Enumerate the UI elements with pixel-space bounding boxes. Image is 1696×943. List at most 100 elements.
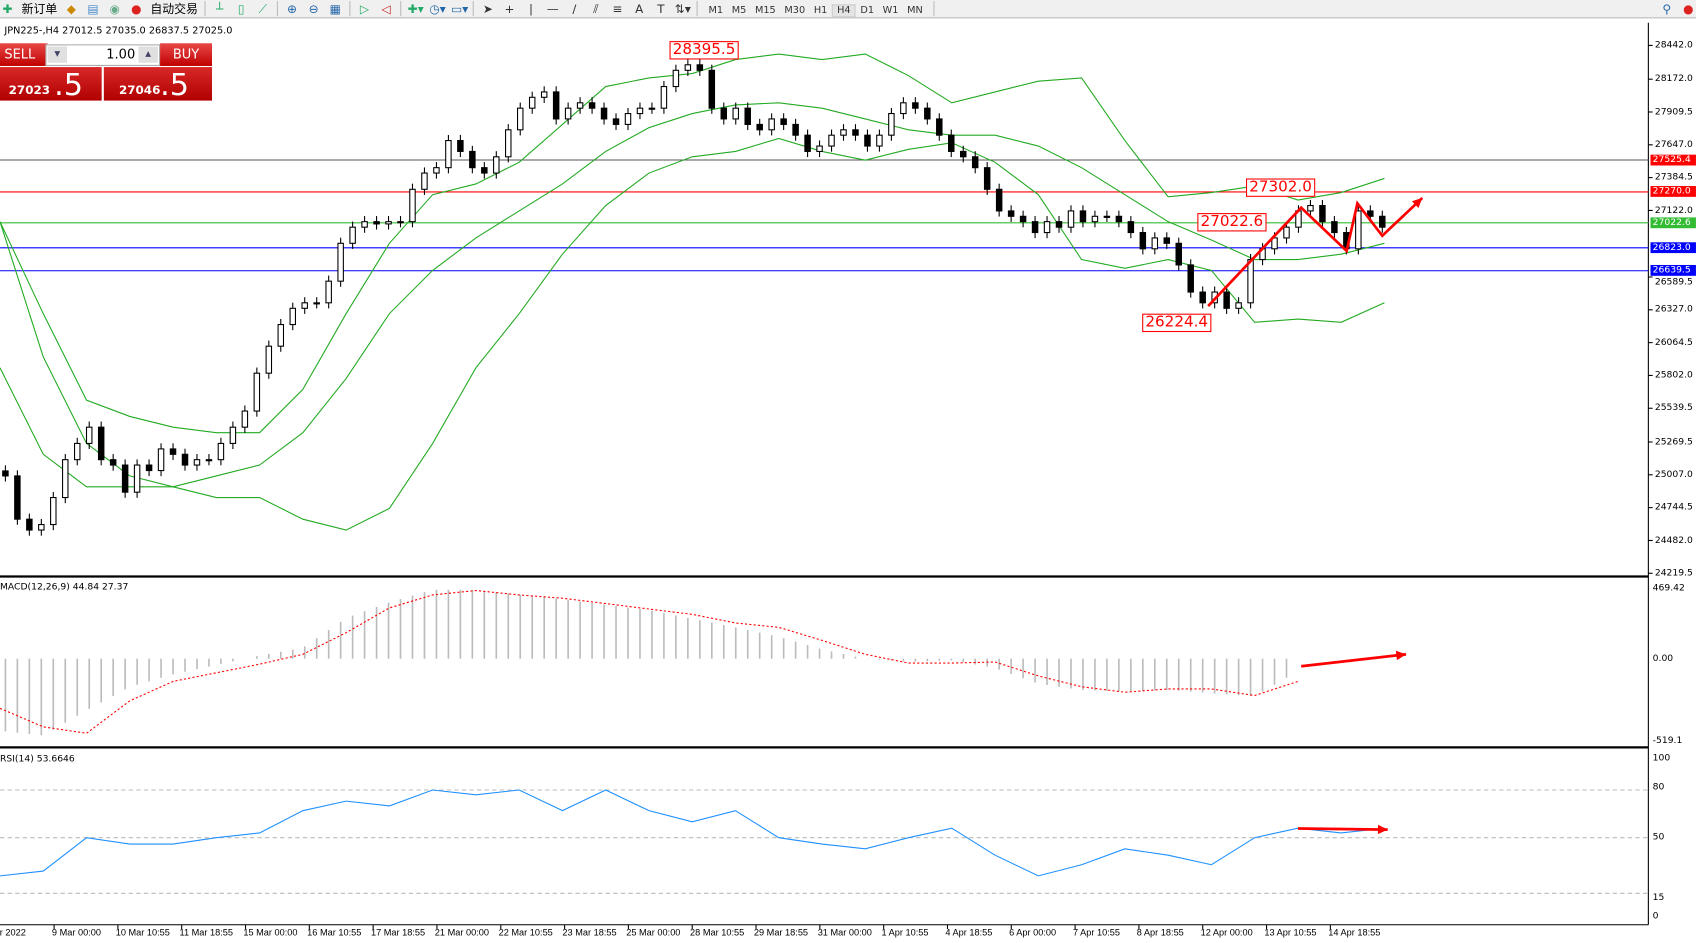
candle-bear <box>1175 242 1182 266</box>
timeframe-w1[interactable]: W1 <box>882 4 899 16</box>
macd-axis-label: 469.42 <box>1652 582 1685 594</box>
new-order-button[interactable]: 新订单 <box>21 2 58 17</box>
auto-trading-button[interactable]: 自动交易 <box>150 2 198 17</box>
price-line-label: 27270.0 <box>1650 186 1696 198</box>
candle-bull <box>840 129 847 136</box>
candle-bull <box>1247 259 1254 304</box>
buy-price[interactable]: 27046 .5 <box>103 67 212 103</box>
lot-input[interactable] <box>68 45 136 63</box>
candle-bear <box>1019 215 1027 223</box>
price-tick-label: 25802.0 <box>1654 370 1693 381</box>
candle-bear <box>97 426 105 461</box>
time-axis-label: 10 Mar 10:55 <box>115 926 170 938</box>
notification-icon[interactable]: ● <box>1683 1 1694 16</box>
time-axis-label: 13 Apr 10:55 <box>1264 926 1317 938</box>
fibonacci-icon[interactable]: ≡ <box>612 1 623 16</box>
price-line-label: 26823.0 <box>1650 242 1696 254</box>
navigator-icon[interactable]: ▤ <box>87 1 99 16</box>
lot-decrease-button[interactable]: ▼ <box>47 46 68 63</box>
candle-bear <box>1379 215 1386 228</box>
bar-chart-icon[interactable]: ┴ <box>215 1 224 16</box>
market-watch-icon[interactable]: ◆ <box>66 1 76 16</box>
lot-increase-button[interactable]: ▲ <box>138 46 158 63</box>
time-axis-label: 14 Apr 18:55 <box>1328 926 1381 938</box>
indicators-icon[interactable]: ✚▾ <box>407 1 424 16</box>
candle-bull <box>900 102 907 115</box>
annotation-level[interactable]: 27022.6 <box>1197 213 1267 232</box>
candle-bull <box>876 134 883 147</box>
annotation-resistance[interactable]: 27302.0 <box>1246 178 1316 197</box>
auto-trading-icon[interactable]: ● <box>131 1 142 16</box>
new-order-icon[interactable]: ✚ <box>2 1 13 16</box>
price-line-label: 26639.5 <box>1650 265 1696 277</box>
candle-bull <box>397 221 404 224</box>
timeframe-d1[interactable]: D1 <box>860 4 875 16</box>
sell-button[interactable]: SELL <box>0 43 48 66</box>
price-forecast-arrow <box>1207 196 1424 308</box>
candle-bull <box>768 118 775 131</box>
candle-bull <box>564 107 572 120</box>
timeframe-h4[interactable]: H4 <box>831 3 857 17</box>
text-icon[interactable]: A <box>635 1 644 16</box>
candle-bear <box>1115 215 1123 223</box>
time-axis-label: 11 Mar 18:55 <box>179 926 234 938</box>
annotation-low[interactable]: 26224.4 <box>1142 313 1212 333</box>
macd-forecast-arrow <box>1301 653 1407 668</box>
signal-icon[interactable]: ◉ <box>109 1 120 16</box>
candle-bull <box>648 107 656 110</box>
text-label-icon[interactable]: T <box>657 1 665 16</box>
macd-label: MACD(12,26,9) 44.84 27.37 <box>0 581 129 593</box>
candlestick-icon[interactable]: ▯ <box>237 1 245 16</box>
time-axis-label: 15 Mar 00:00 <box>243 926 298 938</box>
candle-bear <box>959 150 967 158</box>
rsi-axis-label: 100 <box>1652 752 1671 764</box>
timeframe-h1[interactable]: H1 <box>813 4 828 16</box>
tile-icon[interactable]: ▦ <box>329 1 341 16</box>
line-chart-icon[interactable]: ⟋ <box>258 1 267 16</box>
candle-bull <box>1235 302 1242 309</box>
separator <box>696 1 698 17</box>
rsi-axis-label: 80 <box>1652 781 1665 793</box>
annotation-high[interactable]: 28395.5 <box>669 41 739 60</box>
candle-bull <box>38 524 45 531</box>
vertical-line-icon[interactable]: | <box>529 1 534 16</box>
search-icon[interactable]: ⚲ <box>1662 1 1672 16</box>
zoom-in-icon[interactable]: ⊕ <box>287 1 298 16</box>
candle-bear <box>948 134 955 152</box>
timeframe-mn[interactable]: MN <box>907 4 923 16</box>
candle-bull <box>433 167 440 174</box>
separator <box>472 1 474 17</box>
candle-bull <box>1355 210 1362 250</box>
timeframe-m30[interactable]: M30 <box>784 4 806 16</box>
periods-icon[interactable]: ◷▾ <box>429 1 446 16</box>
cursor-icon[interactable]: ➤ <box>482 1 493 16</box>
timeframe-m5[interactable]: M5 <box>731 4 747 16</box>
trendline-icon[interactable]: / <box>572 1 577 16</box>
one-click-trading-panel: SELL ▼ ▲ BUY 27023 .5 27046 .5 <box>0 43 212 103</box>
buy-button[interactable]: BUY <box>160 43 212 66</box>
candle-bull <box>528 96 536 109</box>
candle-bear <box>1079 210 1087 223</box>
sell-price-pips: .5 <box>54 67 83 103</box>
timeframe-m15[interactable]: M15 <box>754 4 776 16</box>
sell-price[interactable]: 27023 .5 <box>0 67 102 103</box>
equidistant-channel-icon[interactable]: ⫽ <box>593 1 599 16</box>
candle-bear <box>936 118 943 136</box>
timeframe-m1[interactable]: M1 <box>708 4 724 16</box>
price-tick-label: 25269.5 <box>1654 436 1693 448</box>
templates-icon[interactable]: ▭▾ <box>451 1 469 16</box>
candle-bull <box>1043 221 1051 234</box>
price-tick-label: 28172.0 <box>1654 73 1693 85</box>
candle-bear <box>1031 221 1039 234</box>
buy-price-pips: .5 <box>160 67 189 103</box>
separator <box>933 1 935 17</box>
arrows-icon[interactable]: ⇅▾ <box>674 1 691 16</box>
chart-shift-icon[interactable]: ◁ <box>381 1 391 16</box>
zoom-out-icon[interactable]: ⊖ <box>308 1 319 16</box>
crosshair-icon[interactable]: + <box>504 1 515 16</box>
candle-bear <box>26 518 33 531</box>
time-axis-label: 7 Apr 10:55 <box>1072 926 1120 938</box>
horizontal-line-icon[interactable]: — <box>546 1 559 16</box>
autoscroll-icon[interactable]: ▷ <box>359 1 370 16</box>
